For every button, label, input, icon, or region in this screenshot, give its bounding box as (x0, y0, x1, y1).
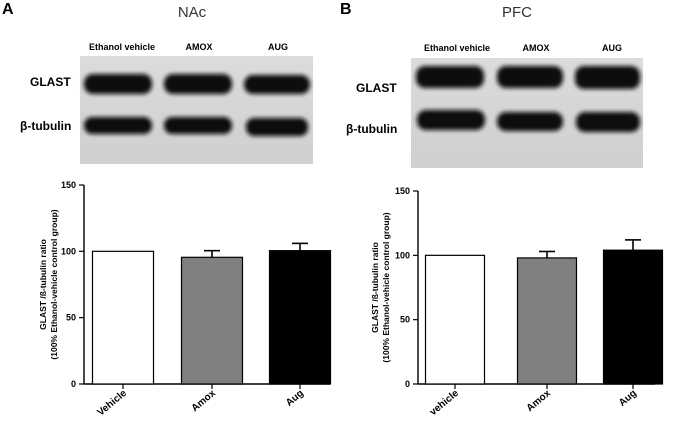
blot-b-lane-label-3: AUG (602, 43, 622, 53)
blot-a-tubulin-band-1 (84, 117, 152, 134)
x-category-label: Aug (284, 388, 306, 409)
bar-chart-pfc: 0 50 100 150 vehicle Amox Aug GLAST /ß-tubulin … (370, 186, 664, 419)
blot-b-glast-band-1 (416, 66, 484, 88)
bar-amox (516, 257, 578, 385)
blot-a-tubulin-band-3 (246, 118, 308, 136)
blot-a-row-label-glast: GLAST (30, 75, 71, 89)
y-axis-label-line2: (100% Ethanol-vehicle control group) (49, 209, 59, 359)
blot-a-tubulin-band-2 (164, 117, 232, 134)
blot-a-lane-label-3: AUG (268, 42, 288, 52)
blot-b (411, 58, 643, 168)
x-category-label: vehicle (428, 388, 461, 419)
blot-b-tubulin-band-3 (576, 112, 640, 132)
panel-a-letter: A (2, 1, 14, 18)
bar-amox (180, 256, 244, 385)
panel-b-region-title: PFC (502, 4, 532, 21)
y-axis-label-line1: GLAST /ß-tubulin ratio (38, 239, 48, 330)
blot-a-glast-band-2 (164, 74, 232, 94)
y-tick-label: 150 (395, 186, 410, 196)
y-tick-label: 150 (61, 180, 76, 190)
y-tick-label: 0 (71, 379, 76, 389)
bar-aug (602, 249, 664, 385)
x-category-label: Amox (525, 388, 554, 415)
blot-a-row-label-tubulin: β-tubulin (20, 119, 71, 133)
bar-aug (268, 250, 332, 385)
y-tick-label: 50 (400, 315, 410, 325)
blot-a-membrane (80, 56, 313, 164)
y-tick-label: 100 (61, 246, 76, 256)
blot-b-glast-band-2 (497, 66, 563, 88)
blot-a-glast-band-1 (84, 74, 152, 94)
y-axis-label-line2: (100% Ethanol-vehicle control group) (381, 212, 391, 362)
x-category-label: Vehicle (95, 388, 129, 419)
blot-a (80, 56, 313, 164)
blot-b-tubulin-band-1 (417, 110, 485, 130)
y-tick-label: 0 (405, 379, 410, 389)
blot-a-lane-label-2: AMOX (186, 42, 213, 52)
blot-a-glast-band-3 (244, 75, 310, 94)
blot-b-glast-band-3 (575, 66, 640, 89)
y-axis-label-line1: GLAST /ß-tubulin ratio (370, 242, 380, 333)
bar-chart-nac: 0 50 100 150 Vehicle Amox Aug GLAST /ß-tubulin … (38, 180, 332, 419)
blot-b-row-label-glast: GLAST (356, 81, 397, 95)
bar-vehicle (91, 250, 155, 385)
blot-b-row-label-tubulin: β-tubulin (346, 122, 397, 136)
blot-b-lane-label-2: AMOX (523, 43, 550, 53)
bar-vehicle (424, 254, 486, 385)
blot-b-tubulin-band-2 (497, 112, 563, 131)
blot-b-lane-label-1: Ethanol vehicle (424, 43, 490, 53)
y-tick-label: 50 (66, 313, 76, 323)
blot-a-lane-label-1: Ethanol vehicle (89, 42, 155, 52)
panel-a-region-title: NAc (178, 4, 207, 21)
panel-b-letter: B (340, 1, 352, 18)
x-category-label: Amox (190, 388, 219, 415)
x-category-label: Aug (617, 388, 639, 409)
y-tick-label: 100 (395, 250, 410, 260)
